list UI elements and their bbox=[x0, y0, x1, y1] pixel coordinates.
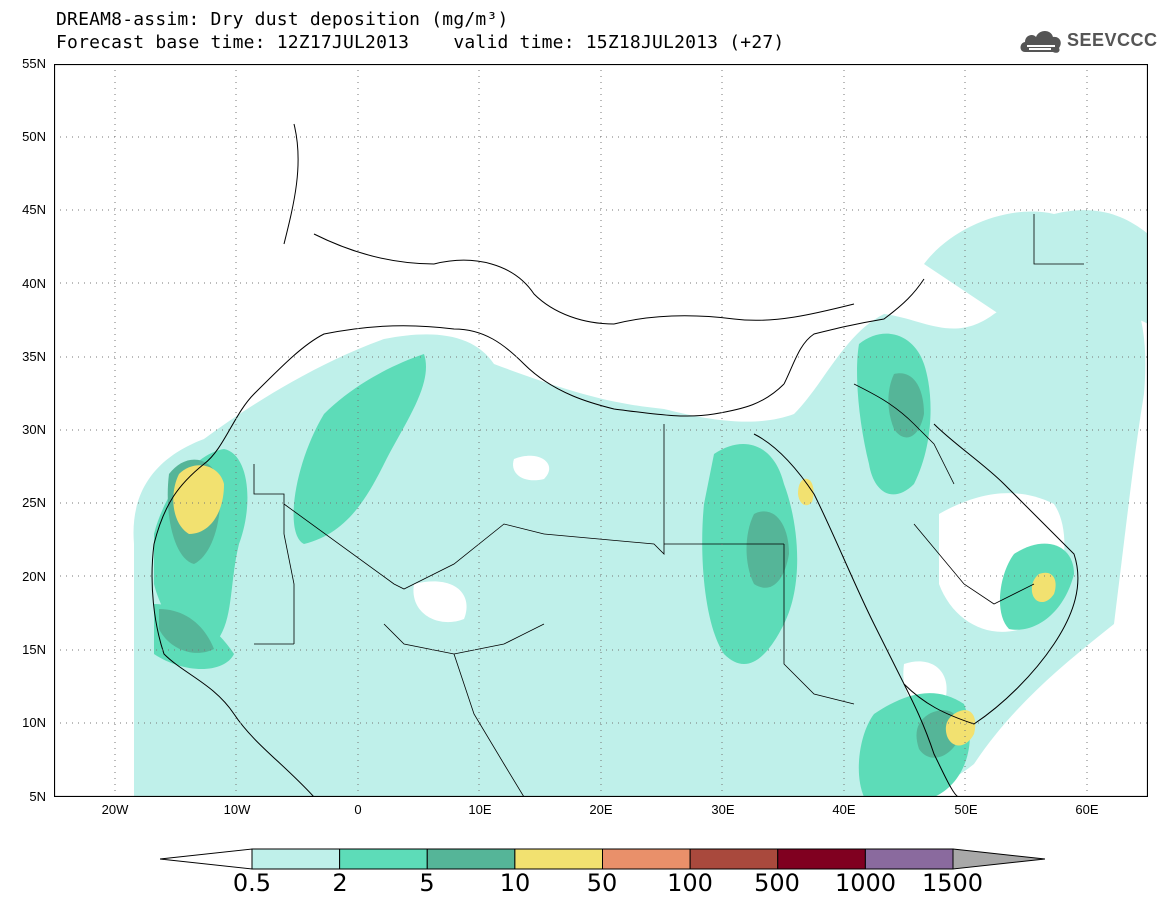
lat-label: 50N bbox=[22, 129, 46, 144]
cloud-icon bbox=[1020, 31, 1061, 53]
map-border bbox=[54, 64, 1148, 797]
deposition-level-4 bbox=[173, 465, 1056, 746]
lon-label: 10E bbox=[468, 802, 492, 817]
colorbar-label: 10 bbox=[499, 869, 531, 897]
lon-label: 10W bbox=[223, 802, 251, 817]
lon-label: 20W bbox=[101, 802, 129, 817]
colorbar-label: 0.5 bbox=[232, 869, 272, 897]
colorbar bbox=[160, 848, 1045, 870]
colorbar-segment bbox=[339, 848, 428, 870]
lon-label: 50E bbox=[954, 802, 978, 817]
colorbar-label: 1000 bbox=[835, 869, 897, 897]
lat-lon-grid bbox=[54, 64, 1148, 797]
lat-label: 25N bbox=[22, 495, 46, 510]
lon-label: 20E bbox=[589, 802, 613, 817]
colorbar-label: 500 bbox=[754, 869, 800, 897]
logo-text: SEEVCCC bbox=[1067, 30, 1158, 50]
colorbar-label: 5 bbox=[419, 869, 435, 897]
colorbar-label: 50 bbox=[586, 869, 618, 897]
lat-label: 40N bbox=[22, 276, 46, 291]
colorbar-segment bbox=[864, 848, 954, 870]
colorbar-segment bbox=[426, 848, 516, 870]
dust-deposition-map bbox=[54, 64, 1148, 797]
lon-label: 30E bbox=[711, 802, 735, 817]
lat-label: 55N bbox=[22, 56, 46, 71]
lat-label: 30N bbox=[22, 422, 46, 437]
chart-title: DREAM8-assim: Dry dust deposition (mg/m³… bbox=[56, 9, 509, 30]
lon-label: 60E bbox=[1075, 802, 1099, 817]
lon-label: 0 bbox=[354, 802, 362, 817]
colorbar-max-arrow bbox=[952, 848, 1045, 870]
colorbar-label: 1500 bbox=[922, 869, 984, 897]
colorbar-segment bbox=[514, 848, 603, 870]
lat-label: 35N bbox=[22, 349, 46, 364]
colorbar-label: 2 bbox=[332, 869, 348, 897]
country-borders bbox=[253, 214, 1084, 797]
coastlines bbox=[151, 123, 1079, 797]
colorbar-label: 100 bbox=[667, 869, 713, 897]
lon-label: 40E bbox=[832, 802, 856, 817]
colorbar-min-arrow bbox=[160, 848, 253, 870]
lat-label: 15N bbox=[22, 642, 46, 657]
colorbar-segment bbox=[689, 848, 779, 870]
forecast-time-line: Forecast base time: 12Z17JUL2013 valid t… bbox=[56, 32, 785, 53]
colorbar-segment bbox=[602, 848, 691, 870]
lat-label: 5N bbox=[29, 789, 46, 804]
lat-label: 20N bbox=[22, 569, 46, 584]
lat-label: 45N bbox=[22, 202, 46, 217]
colorbar-segment bbox=[777, 848, 866, 870]
colorbar-segment bbox=[251, 848, 341, 870]
lat-label: 10N bbox=[22, 715, 46, 730]
seevccc-logo: SEEVCCC bbox=[1017, 24, 1157, 58]
